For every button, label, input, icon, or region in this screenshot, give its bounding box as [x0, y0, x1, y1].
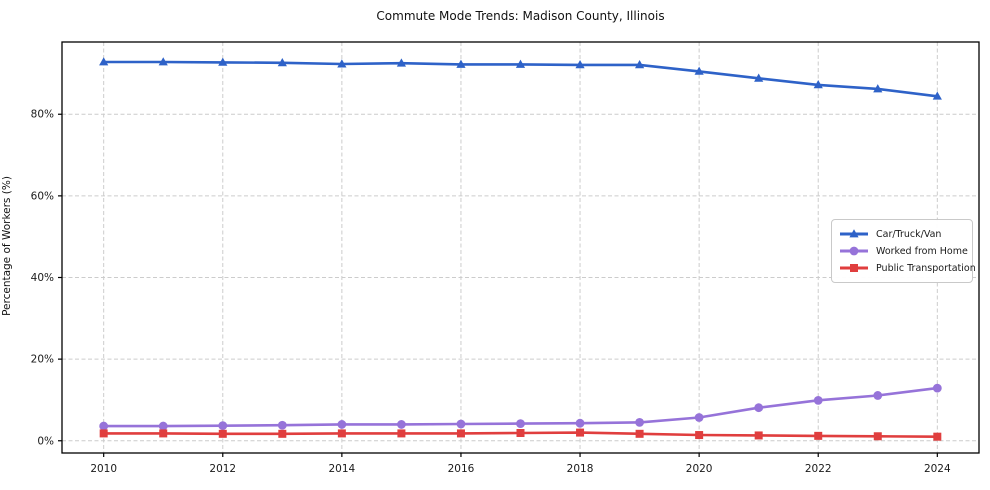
data-point-marker: [397, 420, 406, 429]
data-point-marker: [277, 58, 287, 67]
data-point-marker: [278, 429, 287, 438]
data-point-marker: [218, 421, 228, 431]
data-point-marker: [456, 419, 466, 429]
x-tick-label: 2010: [90, 463, 117, 475]
legend-label: Car/Truck/Van: [876, 228, 942, 240]
x-tick-label: 2020: [686, 463, 713, 475]
data-point-marker: [99, 421, 109, 431]
data-point-marker: [634, 60, 645, 69]
data-point-marker: [516, 419, 525, 429]
data-point-marker: [814, 431, 823, 440]
x-tick-label: 2012: [209, 463, 236, 475]
y-tick-label: 40%: [31, 272, 54, 284]
data-point-marker: [277, 420, 287, 430]
legend-item-worked-from-home: Worked from Home: [839, 243, 968, 259]
data-point-marker: [932, 383, 942, 393]
data-point-marker: [575, 60, 585, 69]
y-tick-label: 60%: [31, 190, 54, 202]
legend: Car/Truck/Van Worked from Home Public Tran…: [831, 219, 976, 283]
plot-border: [61, 41, 980, 454]
data-point-marker: [813, 395, 823, 405]
data-point-marker: [99, 429, 108, 438]
x-tick-label: 2022: [805, 463, 832, 475]
data-point-marker: [337, 429, 346, 438]
data-point-marker: [933, 432, 942, 441]
data-point-marker: [396, 58, 407, 67]
data-point-marker: [873, 84, 883, 93]
data-point-marker: [635, 417, 644, 427]
data-point-marker: [218, 57, 228, 66]
data-point-marker: [813, 80, 823, 89]
data-point-marker: [873, 432, 882, 441]
y-tick-label: 80%: [31, 109, 54, 121]
data-point-marker: [337, 420, 347, 429]
data-point-marker: [516, 429, 525, 438]
data-point-marker: [635, 429, 644, 438]
chart-title: Commute Mode Trends: Madison County, Ill…: [376, 9, 665, 23]
data-point-marker: [873, 391, 883, 400]
square-marker-swatch-icon: [840, 264, 868, 272]
x-tick-label: 2016: [448, 463, 475, 475]
triangle-marker-swatch-icon: [840, 229, 868, 238]
data-point-marker: [694, 66, 704, 75]
data-point-marker: [694, 413, 704, 422]
data-point-marker: [932, 91, 942, 100]
data-point-marker: [158, 421, 168, 431]
circle-marker-swatch-icon: [840, 246, 868, 256]
legend-label: Worked from Home: [876, 245, 968, 257]
data-point-marker: [456, 59, 466, 68]
legend-label: Public Transportation: [876, 262, 976, 274]
y-tick-label: 20%: [31, 354, 54, 366]
x-tick-label: 2014: [328, 463, 355, 475]
data-point-marker: [754, 431, 763, 440]
data-point-marker: [337, 59, 347, 68]
data-point-marker: [218, 429, 227, 438]
legend-item-car-truck-van: Car/Truck/Van: [839, 226, 965, 242]
data-point-marker: [695, 431, 704, 440]
data-point-marker: [397, 429, 406, 438]
data-point-marker: [754, 403, 764, 413]
x-tick-label: 2024: [924, 463, 951, 475]
data-point-marker: [159, 429, 168, 438]
x-tick-label: 2018: [567, 463, 594, 475]
data-point-marker: [515, 59, 526, 68]
data-point-marker: [99, 57, 109, 66]
data-point-marker: [158, 57, 168, 66]
data-point-marker: [576, 428, 585, 437]
data-point-marker: [575, 418, 585, 428]
data-point-marker: [754, 73, 764, 82]
legend-item-public-transportation: Public Transportation: [839, 260, 976, 276]
y-tick-label: 0%: [37, 435, 54, 447]
data-point-marker: [456, 429, 465, 438]
